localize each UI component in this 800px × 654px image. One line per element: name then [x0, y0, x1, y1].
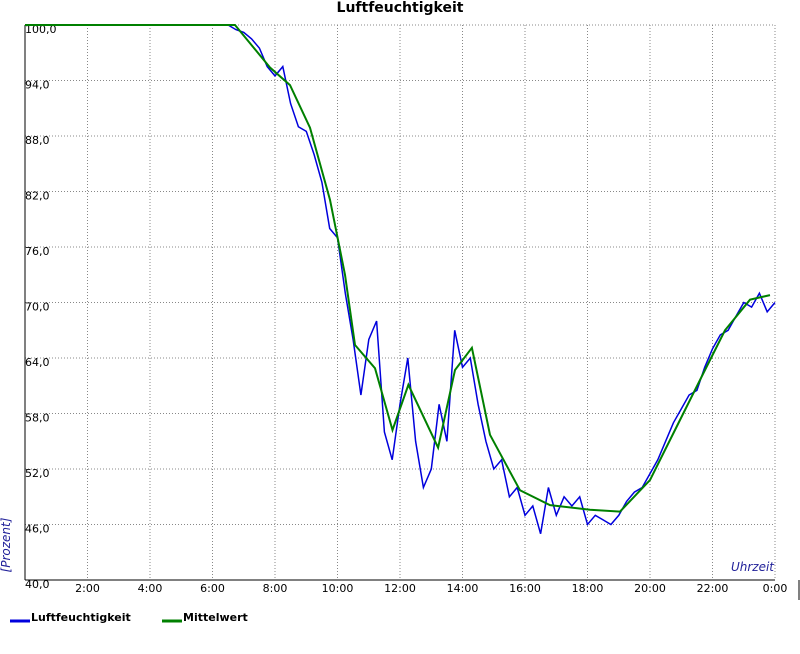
y-tick-label: 58,0	[25, 412, 50, 425]
y-axis-label: [Prozent]	[0, 517, 13, 572]
y-tick-label: 94,0	[25, 79, 50, 92]
y-tick-label: 82,0	[25, 190, 50, 203]
x-tick-label: 14:00	[447, 582, 479, 595]
x-tick-label: 20:00	[634, 582, 666, 595]
x-tick-label: 2:00	[75, 582, 100, 595]
x-axis-label: Uhrzeit	[731, 560, 775, 574]
x-tick-label: 10:00	[322, 582, 354, 595]
data-line	[25, 24, 776, 535]
y-tick-label: 100,0	[25, 23, 57, 36]
y-tick-label: 46,0	[25, 523, 50, 536]
x-tick-label: 6:00	[200, 582, 225, 595]
x-tick-label: 4:00	[138, 582, 163, 595]
y-tick-label: 76,0	[25, 245, 50, 258]
data-line	[25, 24, 771, 513]
x-tick-label: 0:00	[763, 582, 788, 595]
legend-label: Mittelwert	[183, 611, 248, 624]
y-tick-label: 64,0	[25, 356, 50, 369]
x-tick-label: 16:00	[509, 582, 541, 595]
x-tick-label: 22:00	[697, 582, 729, 595]
chart-title: Luftfeuchtigkeit	[337, 0, 464, 16]
x-tick-label: 18:00	[572, 582, 604, 595]
x-tick-label: 8:00	[263, 582, 288, 595]
y-tick-label: 52,0	[25, 467, 50, 480]
y-tick-label: 40,0	[25, 578, 50, 591]
x-tick-label: 12:00	[384, 582, 416, 595]
legend-label: Luftfeuchtigkeit	[31, 611, 131, 624]
y-tick-label: 70,0	[25, 301, 50, 314]
y-tick-label: 88,0	[25, 134, 50, 147]
